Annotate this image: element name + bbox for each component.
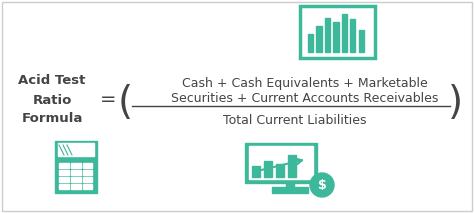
Bar <box>286 180 294 190</box>
Bar <box>82 163 92 168</box>
Bar <box>59 177 69 182</box>
Bar <box>59 170 69 175</box>
Bar <box>82 177 92 182</box>
Bar <box>82 184 92 189</box>
Text: Securities + Current Accounts Receivables: Securities + Current Accounts Receivable… <box>171 92 439 105</box>
Bar <box>264 161 272 177</box>
Text: Cash + Cash Equivalents + Marketable: Cash + Cash Equivalents + Marketable <box>182 76 428 89</box>
Bar <box>71 170 81 175</box>
FancyBboxPatch shape <box>300 6 375 58</box>
Bar <box>55 141 97 193</box>
Bar <box>59 163 69 168</box>
Bar <box>288 155 296 177</box>
Bar <box>276 164 284 177</box>
Bar <box>342 14 347 52</box>
Bar <box>317 26 322 52</box>
Bar <box>245 143 317 183</box>
Bar <box>272 187 308 193</box>
Text: Total Current Liabilities: Total Current Liabilities <box>223 114 367 127</box>
Bar <box>333 22 338 52</box>
Bar <box>71 184 81 189</box>
Bar <box>350 19 356 52</box>
Circle shape <box>310 173 334 197</box>
Bar <box>358 30 364 52</box>
Bar <box>325 18 330 52</box>
Bar <box>308 34 313 52</box>
Text: =: = <box>100 91 116 109</box>
Bar <box>82 170 92 175</box>
Bar <box>252 166 260 177</box>
Bar <box>71 163 81 168</box>
Bar <box>71 177 81 182</box>
Text: Acid Test
Ratio
Formula: Acid Test Ratio Formula <box>18 75 86 125</box>
Text: $: $ <box>318 178 327 191</box>
Bar <box>58 143 94 156</box>
Text: (: ( <box>118 84 133 122</box>
Text: ): ) <box>447 84 463 122</box>
Bar <box>249 146 313 179</box>
Bar <box>59 184 69 189</box>
